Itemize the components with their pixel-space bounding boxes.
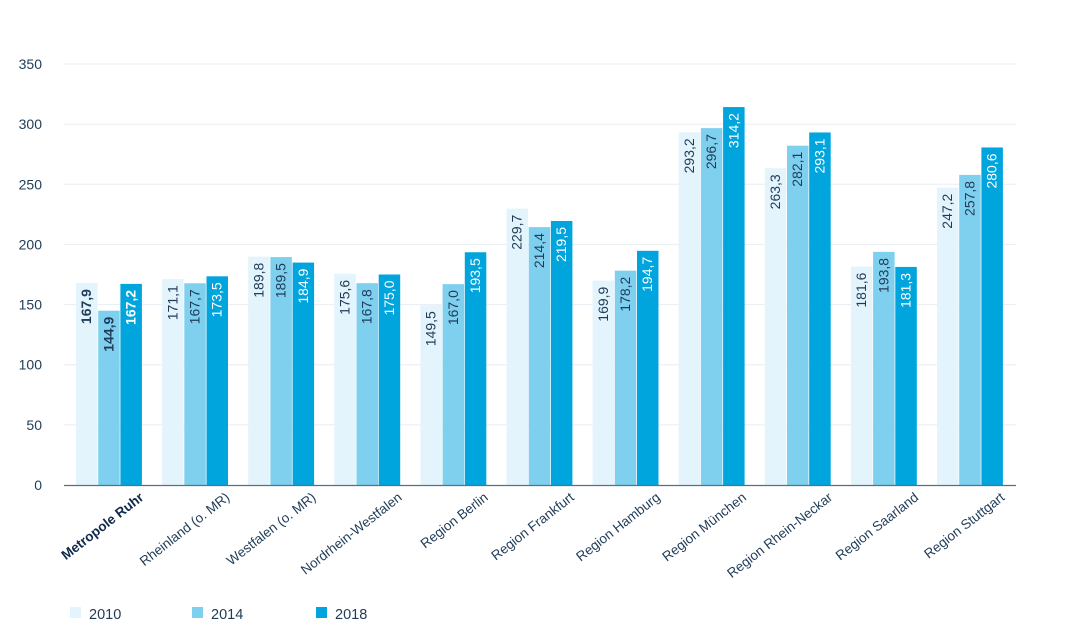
- bar-2014: [787, 145, 809, 485]
- data-label: 167,0: [445, 290, 461, 325]
- y-tick-label: 50: [26, 417, 42, 433]
- y-tick-label: 350: [19, 56, 43, 72]
- data-label: 219,5: [553, 227, 569, 262]
- data-label: 149,5: [423, 311, 439, 346]
- data-label: 173,5: [209, 282, 225, 317]
- data-label: 296,7: [703, 134, 719, 169]
- legend-label: 2014: [211, 607, 243, 623]
- bar-2014: [700, 128, 723, 485]
- bar-2014: [528, 227, 551, 485]
- data-label: 194,7: [639, 257, 655, 292]
- y-tick-label: 100: [19, 357, 43, 373]
- data-label: 167,7: [187, 289, 203, 324]
- bar-2010: [420, 305, 442, 485]
- legend-swatch-2010: [70, 607, 81, 618]
- x-category-label: Region Stuttgart: [921, 489, 1007, 561]
- bar-2014: [873, 251, 895, 485]
- y-tick-label: 200: [19, 236, 43, 252]
- data-label: 193,8: [875, 258, 891, 293]
- data-label: 193,5: [467, 258, 483, 293]
- bar-2018: [206, 276, 228, 485]
- data-label: 214,4: [531, 233, 547, 268]
- bar-2010: [248, 256, 270, 485]
- data-label: 189,8: [250, 262, 266, 297]
- legend-swatch-2018: [316, 607, 327, 618]
- bar-2010: [76, 283, 98, 485]
- data-label: 257,8: [961, 181, 977, 216]
- data-label: 263,3: [767, 174, 783, 209]
- bar-2018: [895, 266, 917, 485]
- y-tick-label: 250: [19, 176, 43, 192]
- data-label: 181,3: [898, 273, 914, 308]
- bar-2018: [723, 107, 745, 485]
- data-label: 167,8: [359, 289, 375, 324]
- x-category-label: Region Frankfurt: [488, 489, 577, 563]
- bar-2010: [592, 280, 615, 485]
- data-label: 282,1: [789, 151, 805, 186]
- x-category-label: Region Saarland: [833, 490, 921, 564]
- bar-2018: [378, 274, 401, 485]
- bar-2018: [292, 262, 315, 485]
- x-category-label: Region Hamburg: [573, 490, 663, 565]
- bar-2014: [442, 284, 465, 485]
- bar-2018: [120, 283, 142, 485]
- bar-2014: [959, 174, 981, 485]
- bar-2018: [464, 252, 487, 485]
- legend: 2010 2014 2018: [70, 607, 367, 623]
- legend-swatch-2014: [192, 607, 203, 618]
- x-category-label: Metropole Ruhr: [59, 489, 147, 563]
- bar-2014: [614, 270, 637, 485]
- bar-2010: [937, 187, 959, 485]
- data-label: 178,2: [617, 276, 633, 311]
- data-label: 175,6: [337, 280, 353, 315]
- bar-2018: [809, 132, 831, 485]
- x-category-label: Region München: [659, 490, 749, 565]
- bar-2018: [550, 220, 573, 486]
- x-category-label: Region Berlin: [418, 490, 491, 552]
- x-category-label: Westfalen (o. MR): [224, 490, 319, 569]
- data-label: 229,7: [509, 215, 525, 250]
- bar-2014: [270, 257, 292, 485]
- data-label: 293,2: [681, 138, 697, 173]
- data-label: 169,9: [595, 286, 611, 321]
- data-label: 181,6: [853, 272, 869, 307]
- data-label: 189,5: [273, 263, 289, 298]
- data-label: 280,6: [984, 153, 1000, 188]
- data-label: 167,9: [78, 289, 94, 324]
- bar-2010: [334, 273, 356, 485]
- y-axis-ticks: 0 50 100 150 200 250 300 350: [19, 56, 43, 493]
- bars: [76, 107, 1003, 486]
- x-category-label: Rheinland (o. MR): [137, 490, 233, 569]
- y-tick-label: 300: [19, 116, 43, 132]
- legend-label: 2018: [335, 607, 367, 623]
- data-label: 171,1: [164, 285, 180, 320]
- data-label: 247,2: [939, 193, 955, 228]
- bar-2014: [98, 310, 120, 485]
- data-label: 184,9: [295, 268, 311, 303]
- data-label: 293,1: [811, 138, 827, 173]
- bar-2010: [764, 168, 787, 485]
- bar-2010: [162, 279, 184, 485]
- bar-2018: [981, 147, 1003, 486]
- y-tick-label: 0: [34, 477, 42, 493]
- data-label: 144,9: [100, 317, 116, 352]
- bar-2010: [506, 208, 528, 485]
- y-tick-label: 150: [19, 297, 43, 313]
- data-labels: 167,9 144,9 167,2 171,1 167,7 173,5 189,8 189,5…: [78, 113, 999, 352]
- data-label: 167,2: [123, 290, 139, 325]
- bar-2014: [356, 283, 378, 485]
- bar-2010: [850, 266, 873, 485]
- bar-2018: [637, 250, 659, 485]
- data-label: 314,2: [725, 113, 741, 148]
- data-label: 175,0: [381, 280, 397, 315]
- legend-label: 2010: [89, 607, 121, 623]
- bar-2010: [678, 132, 701, 486]
- bar-2014: [184, 283, 206, 485]
